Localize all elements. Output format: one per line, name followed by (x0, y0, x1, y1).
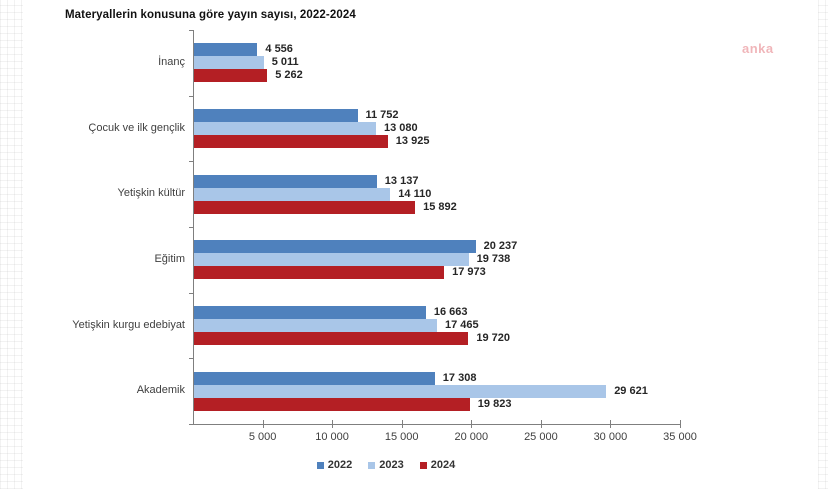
bar-2024 (194, 332, 469, 345)
value-axis-tick (471, 420, 473, 428)
anka-watermark: anka (742, 41, 774, 56)
category-axis-tick (189, 424, 194, 425)
value-axis-tick-label: 5 000 (248, 431, 277, 443)
value-axis-tick (680, 420, 681, 428)
bar-2022 (194, 371, 435, 385)
value-axis-tick (262, 420, 264, 428)
category-label: Eğitim (154, 252, 185, 265)
category-label: Çocuk ve ilk gençlik (88, 121, 185, 134)
bar-2022 (194, 240, 476, 254)
bar-value-label: 15 892 (423, 200, 457, 213)
plot-area: 4 556 5 011 5 262 11 752 13 080 13 925 13 137 1… (189, 30, 681, 425)
bar-2023 (194, 122, 376, 135)
category-axis-tick (189, 95, 194, 97)
bar-value-label: 11 752 (365, 109, 399, 121)
bar-value-label: 13 925 (395, 135, 430, 147)
category-label: İnanç (158, 55, 185, 68)
value-axis-tick-label: 15 000 (384, 431, 419, 443)
bar-2024 (194, 397, 470, 411)
legend-label-2023: 2023 (379, 459, 404, 471)
bar-value-label: 20 237 (483, 240, 518, 253)
bar-2024 (194, 200, 416, 214)
bar-2024 (194, 266, 445, 280)
legend-label-2024: 2024 (430, 459, 456, 471)
bar-value-label: 13 137 (384, 174, 419, 187)
value-axis-tick-label: 25 000 (524, 431, 558, 443)
bar-value-label: 5 262 (275, 69, 303, 82)
bar-2022 (194, 43, 258, 57)
bar-value-label: 19 823 (477, 397, 512, 410)
legend: 2022 2023 2024 (0, 459, 772, 471)
bar-value-label: 17 973 (452, 266, 486, 279)
bar-value-label: 19 738 (476, 253, 511, 266)
category-axis-tick (189, 227, 194, 228)
bar-value-label: 19 720 (476, 332, 511, 344)
bar-2023 (194, 384, 607, 398)
value-axis-tick (332, 420, 334, 428)
bar-2024 (194, 135, 388, 148)
value-axis-tick-label: 35 000 (663, 431, 697, 443)
category-axis-tick (189, 30, 194, 31)
bar-2022 (194, 174, 377, 188)
watermark-pattern-right (818, 0, 828, 489)
bar-2024 (194, 69, 268, 83)
bar-value-label: 29 621 (614, 384, 648, 397)
bar-value-label: 13 080 (384, 122, 418, 134)
bar-value-label: 17 465 (445, 319, 479, 331)
category-axis: İnanç Çocuk ve ilk gençlik Yetişkin kültür… (0, 30, 185, 424)
bar-value-label: 17 308 (442, 371, 477, 384)
value-axis-tick (610, 420, 612, 428)
bar-value-label: 16 663 (433, 306, 468, 318)
category-axis-tick (189, 358, 194, 360)
category-axis-tick (189, 161, 194, 163)
value-axis-tick (401, 420, 403, 428)
legend-label-2022: 2022 (327, 459, 353, 471)
legend-item-2022: 2022 (316, 459, 353, 471)
bar-2023 (194, 319, 437, 332)
category-label: Yetişkin kültür (117, 187, 185, 200)
category-label: Akademik (136, 384, 185, 397)
value-axis-tick (540, 420, 542, 428)
value-axis-tick-label: 20 000 (454, 431, 489, 443)
legend-swatch-2022 (316, 461, 324, 469)
bar-2023 (194, 253, 469, 267)
legend-swatch-2023 (368, 461, 376, 469)
bar-value-label: 14 110 (398, 187, 432, 200)
legend-swatch-2024 (419, 461, 427, 469)
legend-item-2023: 2023 (368, 459, 404, 471)
value-axis: 5 000 10 000 15 000 20 000 25 000 30 000 35 00… (193, 420, 697, 443)
value-axis-tick-label: 10 000 (315, 431, 349, 443)
bar-value-label: 4 556 (265, 43, 293, 56)
bar-2022 (194, 306, 426, 319)
category-axis-tick (189, 292, 194, 294)
category-label: Yetişkin kurgu edebiyat (72, 318, 185, 331)
bar-2022 (194, 109, 358, 122)
value-axis-tick-label: 30 000 (593, 431, 628, 443)
legend-item-2024: 2024 (419, 459, 456, 471)
bar-value-label: 5 011 (271, 56, 299, 69)
bar-2023 (194, 56, 264, 70)
bar-2023 (194, 187, 391, 201)
chart-title: Materyallerin konusuna göre yayın sayısı… (65, 9, 356, 21)
